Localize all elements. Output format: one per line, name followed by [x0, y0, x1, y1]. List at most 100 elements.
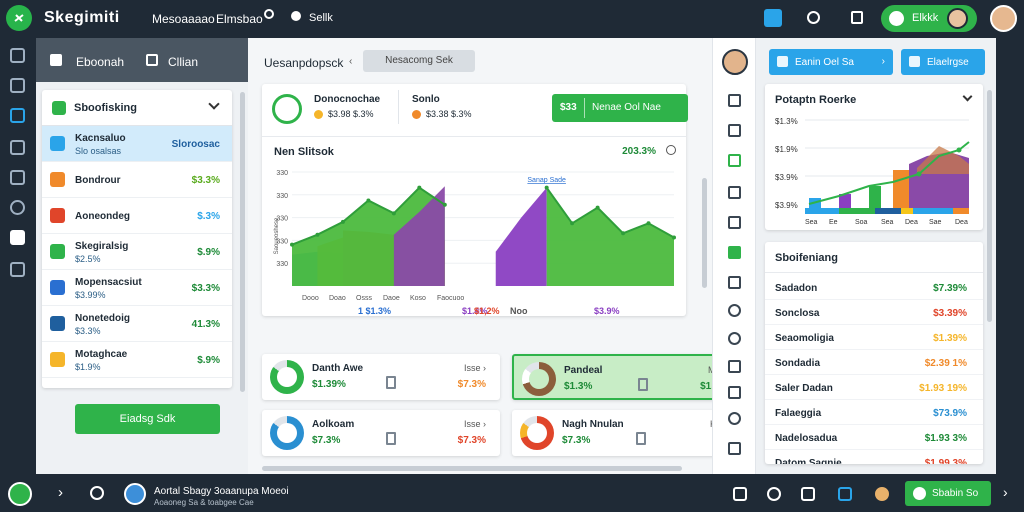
- list-select[interactable]: Sboofisking: [42, 90, 232, 126]
- topnav-item-3[interactable]: Sellk: [309, 12, 333, 24]
- arrow-right-icon[interactable]: ›: [58, 484, 63, 501]
- table-row[interactable]: Sadadon $7.39%: [765, 276, 983, 300]
- table-row[interactable]: Sonclosa $3.39%: [765, 301, 983, 325]
- series-point: [672, 235, 676, 240]
- list-item[interactable]: Mopensacsiut $3.99% $3.3%: [42, 270, 232, 306]
- list-item[interactable]: Bondrour $3.3%: [42, 162, 232, 198]
- agent-avatar[interactable]: [722, 49, 748, 75]
- list-item[interactable]: Nonetedoig $3.3% 41.3%: [42, 306, 232, 342]
- left-tab-1[interactable]: Eboonah: [76, 55, 125, 69]
- summary-card[interactable]: Nagh Nnulan$7.3%Kase ›$.3%: [512, 410, 750, 456]
- clock-icon-2[interactable]: [728, 332, 741, 345]
- list-icon[interactable]: [728, 216, 741, 229]
- topnav-item-1[interactable]: Mesoaaaao: [152, 12, 215, 26]
- table-row[interactable]: Nadelosadua $1.93 3%: [765, 426, 983, 450]
- x-tick-label: Doao: [329, 295, 346, 302]
- cta-button[interactable]: $33 Nenae Ool Nae: [552, 94, 688, 122]
- document-icon: [386, 376, 396, 389]
- list-item[interactable]: Kacnsaluo Slo osalsas Sloroosac: [42, 126, 232, 162]
- document-icon: [386, 432, 396, 445]
- right-primary-button[interactable]: Eanin Oel Sa ›: [769, 49, 893, 75]
- main-horizontal-scrollbar[interactable]: [262, 466, 682, 471]
- avatar-icon[interactable]: [875, 487, 889, 501]
- right-mini-chart: $1.3% $1.9% $3.9% $3.9% Sea: [775, 117, 970, 226]
- rail-doc-icon[interactable]: [10, 170, 25, 185]
- search-icon[interactable]: [767, 487, 781, 501]
- bell-icon[interactable]: [291, 11, 301, 21]
- filter-button[interactable]: Nesacomg Sek: [363, 50, 475, 72]
- start-icon[interactable]: [8, 482, 32, 506]
- x-tick: Dea: [905, 219, 918, 226]
- page-title: Uesanpdopsck: [264, 56, 344, 70]
- left-scrollbar[interactable]: [240, 92, 245, 392]
- table-row[interactable]: Seaomoligia $1.39%: [765, 326, 983, 350]
- rail-report-icon[interactable]: [10, 262, 25, 277]
- table-row[interactable]: Datom Sagnie $1.99 3%: [765, 451, 983, 464]
- y-tick-label: 330: [276, 216, 288, 223]
- y-tick-label: 330: [276, 238, 288, 245]
- right-scrollbar[interactable]: [987, 90, 992, 322]
- app-icon[interactable]: [124, 483, 146, 505]
- list-item[interactable]: Aoneondeg $.3%: [42, 198, 232, 234]
- list-item[interactable]: Skegiralsig $2.5% $.9%: [42, 234, 232, 270]
- rail-cloud-icon[interactable]: [10, 140, 25, 155]
- inbox-icon[interactable]: [851, 11, 863, 24]
- chart-footer-label: Noo: [510, 306, 528, 316]
- table-row[interactable]: Saler Dadan $1.93 19%: [765, 376, 983, 400]
- item-icon: [50, 172, 65, 187]
- tag-icon[interactable]: [728, 246, 741, 259]
- rail-chart-icon[interactable]: [10, 48, 25, 63]
- monitor-icon[interactable]: [801, 487, 815, 501]
- send-icon[interactable]: [728, 442, 741, 455]
- window-icon[interactable]: [728, 124, 741, 137]
- card-link[interactable]: Isse ›: [463, 363, 486, 373]
- series-point: [442, 202, 447, 207]
- list-item[interactable]: Motaghcae $1.9% $.9%: [42, 342, 232, 378]
- lock-icon[interactable]: [733, 487, 747, 501]
- info-icon[interactable]: [666, 145, 676, 155]
- breadcrumb-separator: ‹: [349, 56, 353, 67]
- summary-card[interactable]: Pandeal$1.3%Mare ›$1.39%: [512, 354, 750, 400]
- left-tab-2[interactable]: Cllian: [168, 55, 199, 69]
- more-icon[interactable]: ›: [1003, 484, 1008, 500]
- right-secondary-button[interactable]: Elaelrgse: [901, 49, 985, 75]
- pen-icon[interactable]: [728, 360, 741, 373]
- dropdown-icon[interactable]: [264, 9, 274, 19]
- series-area-4: [393, 186, 445, 286]
- rail-active-icon[interactable]: [10, 230, 25, 245]
- notice-button[interactable]: Sbabin So: [905, 481, 991, 506]
- heart-icon[interactable]: [728, 412, 741, 425]
- cart-icon[interactable]: [728, 154, 741, 167]
- main-vertical-scrollbar[interactable]: [702, 178, 707, 288]
- rail-globe-icon[interactable]: [10, 200, 25, 215]
- users-icon[interactable]: [728, 276, 741, 289]
- rail-users-icon[interactable]: [10, 108, 25, 123]
- summary-card[interactable]: Danth Awe $1.39% Isse › $7.3%: [262, 354, 500, 400]
- card-link[interactable]: Isse ›: [463, 419, 486, 429]
- table-row[interactable]: Falaeggia $73.9%: [765, 401, 983, 425]
- mail-icon[interactable]: [728, 386, 741, 399]
- item-icon: [50, 352, 65, 367]
- summary-card[interactable]: Aolkoam $7.3% Isse › $7.3%: [262, 410, 500, 456]
- refresh-icon[interactable]: [90, 486, 104, 500]
- app-logo-icon[interactable]: [6, 5, 32, 31]
- right-chart-card: Potaptn Roerke $1.3% $1.9% $3.9% $3.9%: [765, 84, 983, 230]
- group-icon[interactable]: [728, 186, 741, 199]
- chart-footer-label: 1 $1.3%: [358, 306, 392, 316]
- profile-avatar[interactable]: [990, 5, 1017, 32]
- topnav-item-2[interactable]: Elmsbao: [216, 12, 263, 26]
- user-avatar: [947, 8, 968, 29]
- chevron-down-icon[interactable]: [962, 91, 973, 102]
- user-menu-button[interactable]: Elkkk: [881, 5, 977, 32]
- table-row[interactable]: Sondadia $2.39 1%: [765, 351, 983, 375]
- shield-icon[interactable]: [838, 487, 852, 501]
- apps-icon[interactable]: [764, 9, 782, 27]
- point-mark: [916, 171, 922, 177]
- card-value: $1.3%: [564, 381, 593, 392]
- clock-icon[interactable]: [807, 11, 820, 24]
- bookmark-icon[interactable]: [728, 94, 741, 107]
- y-tick: $3.9%: [775, 201, 798, 210]
- rail-grid-icon[interactable]: [10, 78, 25, 93]
- help-icon[interactable]: [728, 304, 741, 317]
- left-action-button[interactable]: Eiadsg Sdk: [75, 404, 220, 434]
